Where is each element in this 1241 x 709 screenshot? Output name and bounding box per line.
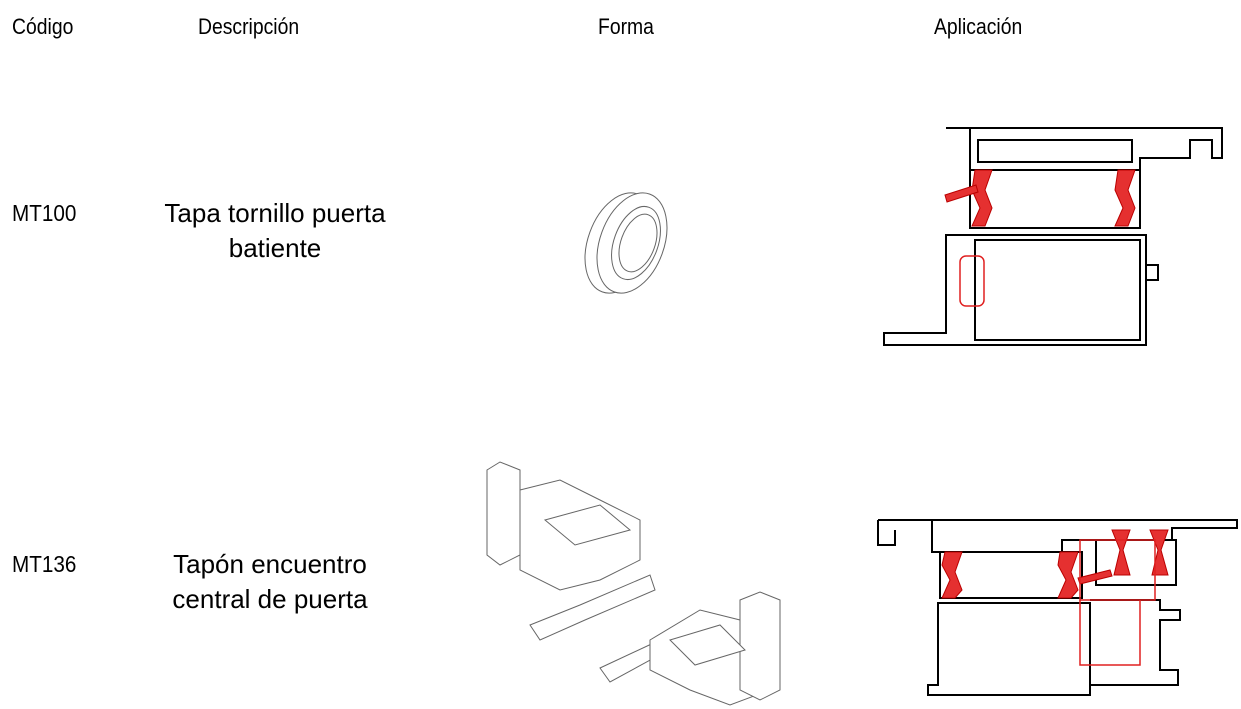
header-description: Descripción	[198, 14, 300, 39]
description-line: central de puerta	[172, 584, 368, 614]
description-line: batiente	[228, 233, 322, 263]
description-line: Tapa tornillo puerta	[164, 198, 386, 228]
description: Tapa tornillo puerta batiente	[125, 196, 425, 266]
application-profile	[877, 519, 1238, 696]
shape-ring	[584, 192, 668, 294]
application-profile	[883, 127, 1223, 346]
description: Tapón encuentro central de puerta	[120, 547, 420, 617]
header-application: Aplicación	[934, 14, 1023, 39]
code: MT100	[12, 200, 77, 226]
header-code: Código	[12, 14, 74, 39]
header-shape: Forma	[598, 14, 654, 39]
shape-caps	[486, 461, 781, 706]
code: MT136	[12, 551, 77, 577]
description-line: Tapón encuentro	[173, 549, 367, 579]
